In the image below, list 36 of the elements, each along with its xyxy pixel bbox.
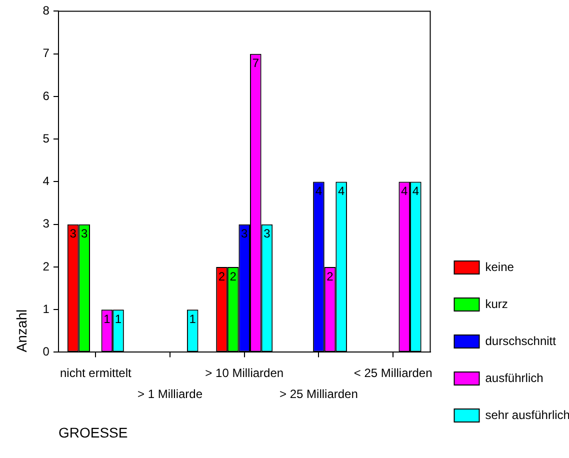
y-tick-label: 6 xyxy=(42,88,50,103)
data-label: 3 xyxy=(81,226,88,241)
data-label: 2 xyxy=(218,269,226,284)
y-tick-label: 2 xyxy=(42,259,50,274)
x-tick-label: > 1 Milliarde xyxy=(137,387,203,402)
data-label: 3 xyxy=(70,226,77,241)
legend-label: sehr ausführlich xyxy=(485,408,569,422)
y-tick-label: 7 xyxy=(42,46,50,60)
legend-label: ausführlich xyxy=(485,370,544,385)
data-label: 1 xyxy=(114,312,122,326)
data-label: 1 xyxy=(189,312,196,326)
x-axis-title: GROESSE xyxy=(58,424,128,440)
x-tick-label: < 25 Milliarden xyxy=(354,366,432,380)
data-label: 4 xyxy=(315,184,322,198)
data-label: 1 xyxy=(104,312,111,326)
data-label: 4 xyxy=(412,184,420,198)
x-tick-label: nicht ermittelt xyxy=(60,366,132,380)
data-label: 3 xyxy=(264,226,271,241)
data-label: 7 xyxy=(252,56,260,70)
y-tick-label: 5 xyxy=(42,131,50,146)
data-label: 2 xyxy=(326,269,334,284)
x-tick-label: > 10 Milliarden xyxy=(205,366,284,380)
y-tick-label: 1 xyxy=(42,302,50,316)
data-label: 4 xyxy=(338,184,345,198)
y-tick-label: 4 xyxy=(42,174,50,188)
data-label: 3 xyxy=(241,226,248,241)
y-tick-label: 8 xyxy=(42,4,50,18)
data-label: 2 xyxy=(230,269,237,284)
legend-label: kurz xyxy=(485,296,508,311)
legend-label: keine xyxy=(485,260,514,274)
legend-label: durschschnitt xyxy=(485,334,557,348)
y-tick-label: 0 xyxy=(42,344,50,359)
data-label: 4 xyxy=(401,184,408,198)
y-axis-title: Anzahl xyxy=(13,309,30,352)
x-tick-label: > 25 Milliarden xyxy=(280,387,358,402)
y-tick-label: 3 xyxy=(42,216,50,231)
